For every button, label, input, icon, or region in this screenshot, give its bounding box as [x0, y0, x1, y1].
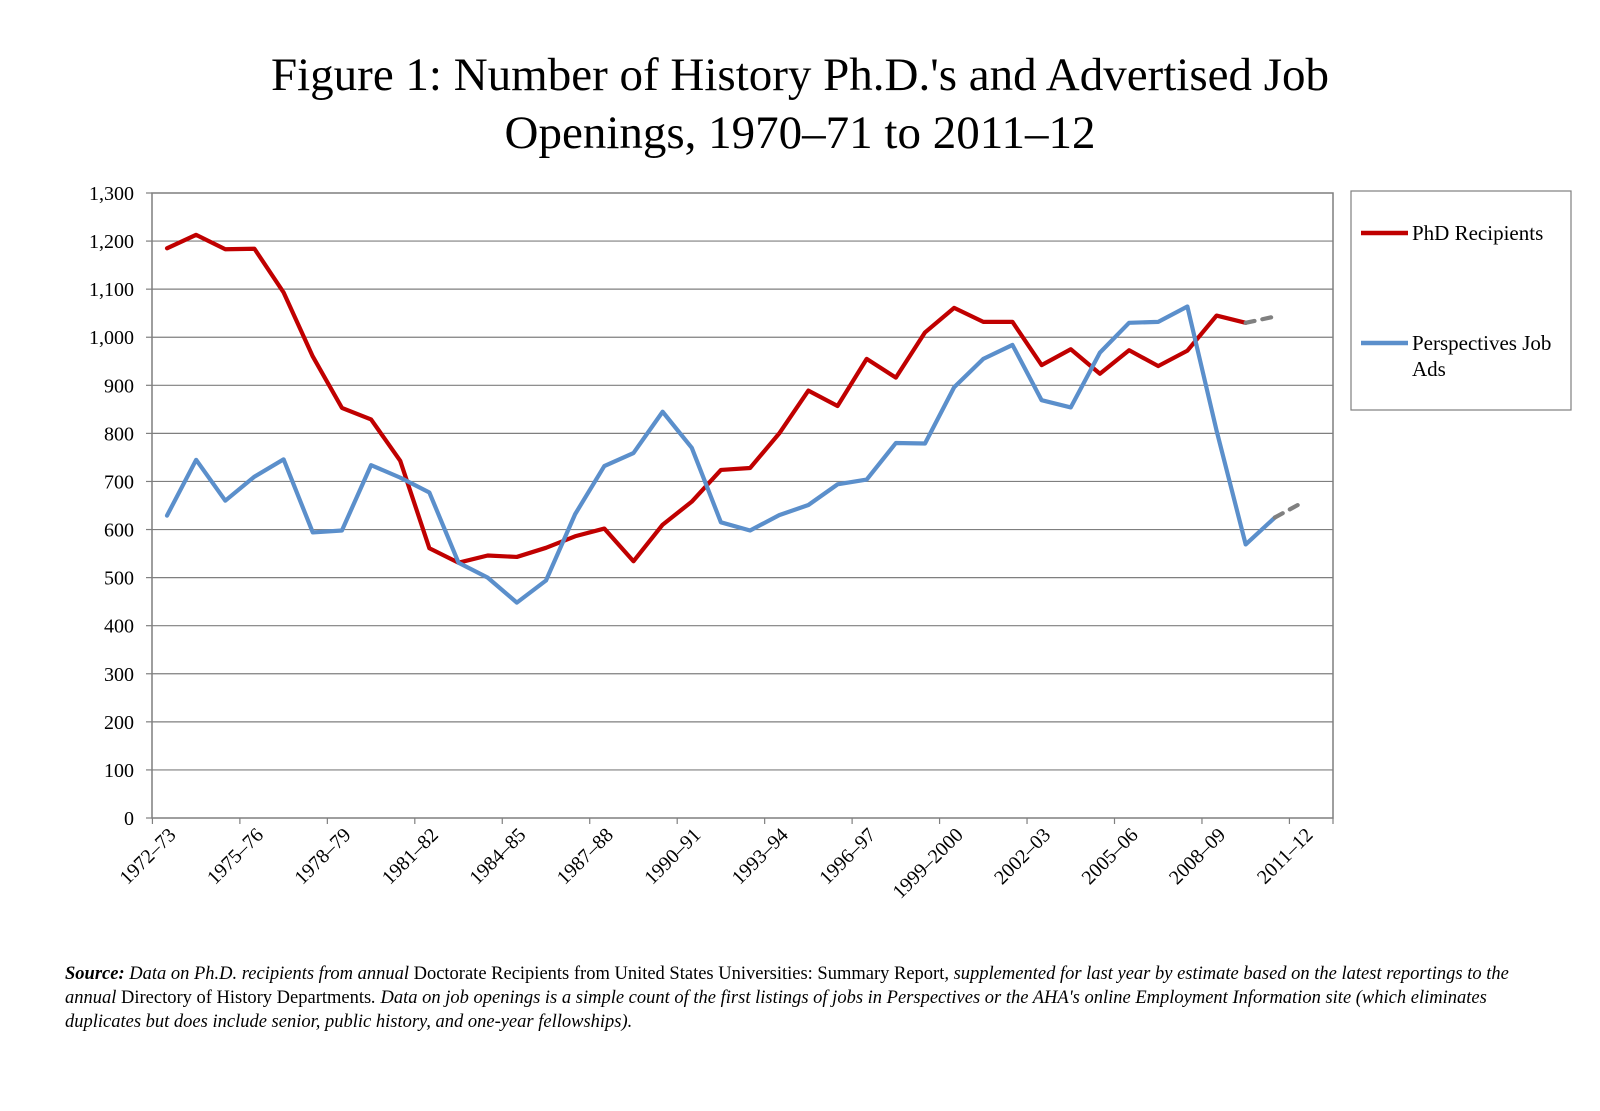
- x-tick-label: 1996–97: [815, 824, 880, 889]
- chart-title: Figure 1: Number of History Ph.D.'s and …: [0, 46, 1600, 162]
- projected-line-phd-recipients: [1243, 314, 1277, 325]
- y-tick-label: 800: [104, 423, 134, 445]
- chart-title-line-1: Figure 1: Number of History Ph.D.'s and …: [270, 49, 1330, 101]
- chart-title-line-2: Openings, 1970–71 to 2011–12: [504, 107, 1096, 159]
- y-tick-label: 100: [104, 760, 134, 782]
- legend-label-perspectives-job-ads: Perspectives Job Ads: [1412, 331, 1557, 381]
- x-axis-ticks: 1972–73 1975–76 1978–79 1981–82 1984–85 1987–…: [115, 818, 1334, 903]
- projected-line-perspectives-job-ads: [1272, 499, 1307, 520]
- x-tick-label: 2005–06: [1078, 824, 1143, 889]
- legend-label-line-2: Ads: [1412, 357, 1446, 381]
- y-tick-label: 1,200: [89, 231, 134, 253]
- y-axis-ticks: 0 100 200 300 400 500 600 700 800 900 1,000 1,100 1,…: [89, 183, 152, 830]
- x-tick-label: 2002–03: [990, 824, 1055, 889]
- y-tick-label: 1,100: [89, 279, 134, 301]
- y-tick-label: 1,300: [89, 183, 134, 205]
- source-note: Source: Data on Ph.D. recipients from an…: [65, 962, 1555, 1034]
- x-tick-label: 1987–88: [553, 824, 618, 889]
- x-tick-label: 1981–82: [378, 824, 443, 889]
- x-tick-label: 1978–79: [290, 824, 355, 889]
- y-tick-label: 600: [104, 520, 134, 542]
- x-tick-label: 1984–85: [465, 824, 530, 889]
- gridlines: [152, 240, 1333, 771]
- source-lead: Source:: [65, 964, 125, 984]
- x-tick-label: 1975–76: [203, 824, 268, 889]
- legend-box: [1350, 190, 1572, 411]
- source-report-title: Doctorate Recipients from United States …: [413, 964, 945, 984]
- y-tick-label: 400: [104, 616, 134, 638]
- y-tick-label: 300: [104, 664, 134, 686]
- x-tick-label: 1999–2000: [888, 824, 967, 903]
- source-directory-title: Directory of History Departments: [121, 988, 372, 1008]
- plot-area-border: [151, 192, 1334, 819]
- legend: PhD Recipients Perspectives Job Ads: [1350, 190, 1572, 411]
- y-tick-label: 0: [124, 808, 134, 830]
- series-line-perspectives-job-ads: [164, 304, 1277, 605]
- y-tick-label: 700: [104, 471, 134, 493]
- series-line-phd-recipients: [164, 232, 1248, 565]
- x-tick-label: 2008–09: [1165, 824, 1230, 889]
- y-tick-label: 500: [104, 568, 134, 590]
- source-text-2: , supplemented for last year by estimate…: [65, 964, 1509, 1008]
- x-tick-label: 1993–94: [728, 824, 793, 889]
- series-lines: [164, 232, 1307, 605]
- source-text-3: . Data on job openings is a simple count…: [65, 988, 1487, 1032]
- source-text-1: Data on Ph.D. recipients from annual: [124, 964, 414, 984]
- y-tick-label: 1,000: [89, 327, 134, 349]
- legend-label-phd-recipients: PhD Recipients: [1412, 221, 1543, 245]
- y-tick-label: 200: [104, 712, 134, 734]
- x-tick-label: 2011–12: [1253, 824, 1318, 889]
- x-tick-label: 1990–91: [640, 824, 705, 889]
- x-tick-label: 1972–73: [115, 824, 180, 889]
- legend-label-line-1: Perspectives Job: [1412, 331, 1551, 355]
- y-tick-label: 900: [104, 375, 134, 397]
